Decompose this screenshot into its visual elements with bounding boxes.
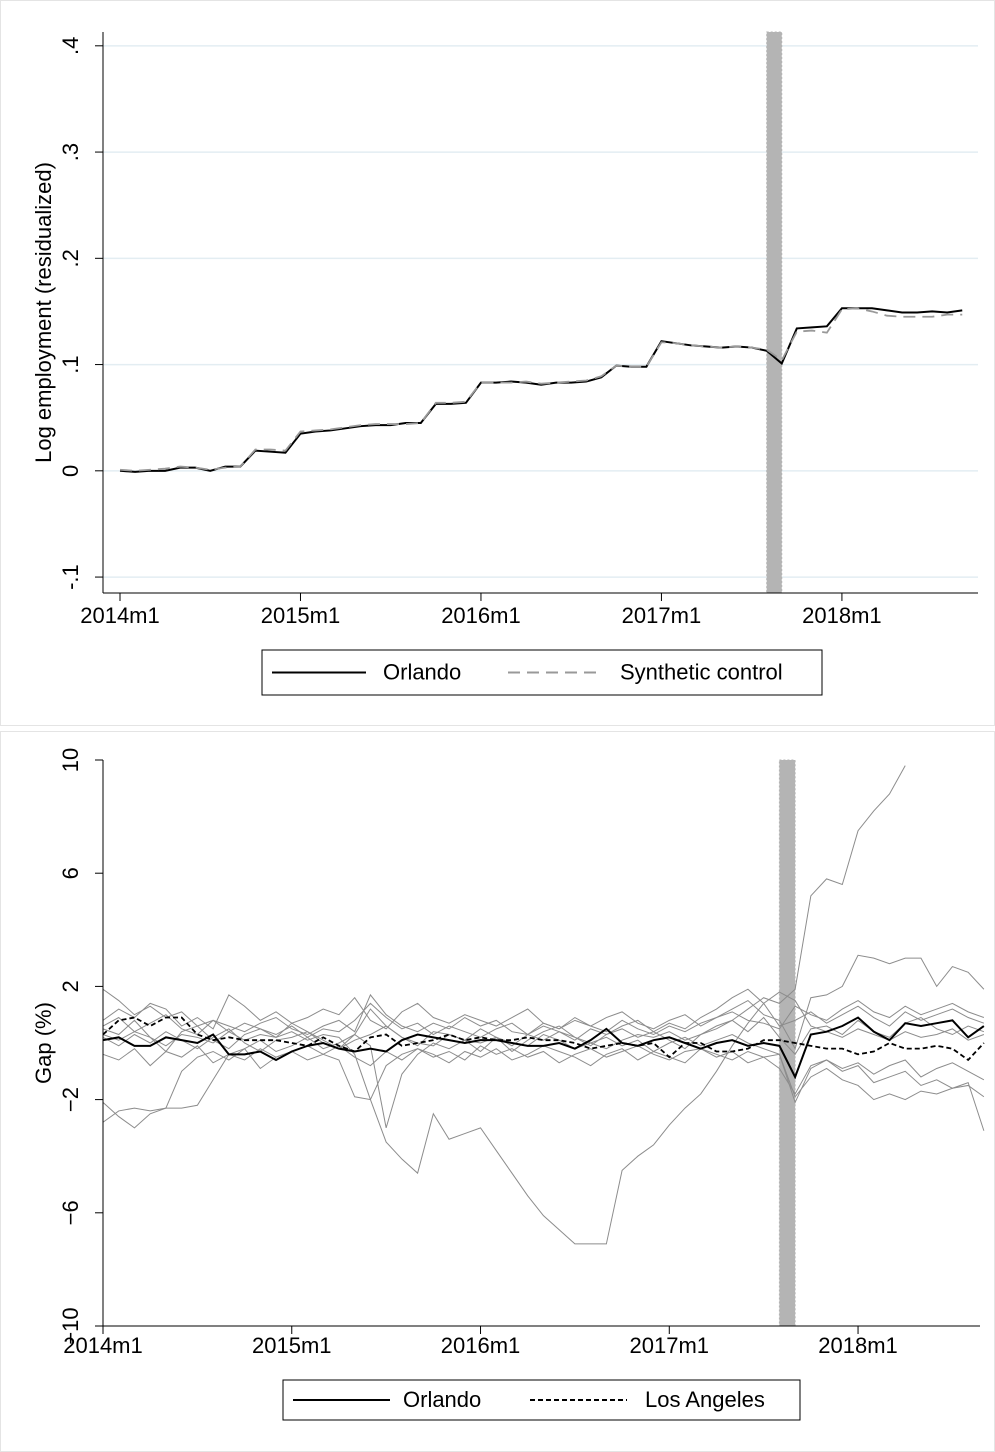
y-tick-label: .3 (58, 143, 83, 161)
y-tick-label: −2 (58, 1087, 83, 1112)
placebo-line (102, 954, 985, 1050)
y-axis-title: Log employment (residualized) (31, 162, 56, 463)
x-tick-label: 2018m1 (802, 603, 882, 628)
legend-label: Orlando (403, 1387, 481, 1412)
y-axis-title: Gap (%) (31, 1002, 56, 1084)
x-tick-label: 2018m1 (818, 1333, 898, 1358)
y-tick-label: −10 (58, 1307, 83, 1344)
x-tick-label: 2015m1 (252, 1333, 332, 1358)
x-tick-label: 2016m1 (441, 603, 521, 628)
legend-label: Orlando (383, 659, 461, 684)
x-tick-label: 2017m1 (622, 603, 702, 628)
placebo-line (102, 988, 985, 1041)
legend-label: Synthetic control (620, 659, 783, 684)
y-tick-label: 10 (58, 748, 83, 772)
y-tick-label: 6 (58, 867, 83, 879)
y-tick-label: -.1 (58, 564, 83, 590)
x-tick-label: 2014m1 (80, 603, 160, 628)
y-tick-label: 0 (58, 465, 83, 477)
highlight-band (766, 31, 783, 594)
placebo-line (102, 1045, 985, 1131)
x-tick-label: 2017m1 (630, 1333, 710, 1358)
x-tick-label: 2016m1 (441, 1333, 521, 1358)
y-tick-label: .4 (58, 37, 83, 55)
placebo-line (102, 1008, 985, 1056)
placebo-line (102, 1045, 985, 1095)
series-line (119, 307, 963, 473)
x-tick-label: 2014m1 (63, 1333, 143, 1358)
placebo-line (102, 1033, 985, 1129)
y-tick-label: .2 (58, 249, 83, 267)
y-tick-label: −6 (58, 1200, 83, 1225)
y-tick-label: 2 (58, 980, 83, 992)
legend-label: Los Angeles (645, 1387, 765, 1412)
y-tick-label: .1 (58, 355, 83, 373)
x-tick-label: 2015m1 (261, 603, 341, 628)
placebo-line (102, 991, 985, 1245)
series-line (102, 1016, 985, 1080)
series-line (119, 307, 963, 472)
